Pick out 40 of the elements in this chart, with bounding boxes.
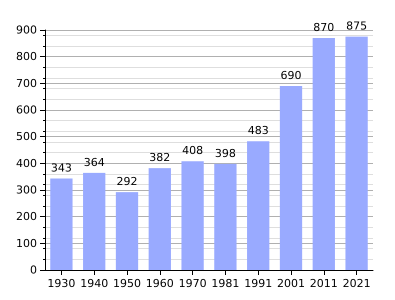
data-label: 408 — [182, 144, 204, 158]
data-label: 398 — [214, 146, 236, 160]
data-label: 382 — [149, 151, 170, 164]
data-label: 364 — [84, 156, 105, 169]
bar — [116, 192, 138, 270]
bar — [247, 141, 270, 270]
y-tick-label: 700 — [16, 76, 37, 90]
y-tick-label: 200 — [16, 210, 37, 224]
y-tick-label: 300 — [16, 184, 37, 196]
data-label: 690 — [280, 69, 302, 82]
y-tick-label: 500 — [16, 130, 37, 144]
y-tick-label: 900 — [16, 24, 37, 36]
y-tick-label: 400 — [16, 156, 37, 170]
x-tick-label: 2001 — [277, 277, 305, 290]
bar — [148, 168, 171, 270]
data-label: 875 — [346, 20, 368, 33]
bar — [312, 38, 335, 270]
data-label: 483 — [248, 124, 269, 138]
data-label: 343 — [50, 162, 72, 175]
bar — [214, 164, 237, 270]
y-tick-label: 100 — [16, 236, 37, 250]
y-tick-label: 0 — [30, 264, 37, 276]
bar — [50, 178, 73, 270]
y-tick-label: 600 — [16, 104, 37, 116]
x-tick-label: 1970 — [178, 277, 207, 290]
data-label: 870 — [313, 21, 334, 34]
x-tick-label: 1930 — [47, 277, 76, 290]
x-tick-label: 2021 — [342, 277, 371, 290]
bar — [345, 36, 368, 270]
x-tick-label: 1950 — [113, 277, 141, 290]
x-tick-label: 1960 — [146, 277, 174, 290]
bar — [181, 161, 204, 270]
x-tick-label: 1940 — [80, 277, 108, 290]
data-label: 292 — [116, 175, 138, 188]
x-tick-label: 1981 — [211, 277, 240, 290]
x-tick-label: 2011 — [310, 277, 338, 290]
x-tick-label: 1991 — [244, 277, 272, 290]
y-tick-label: 800 — [16, 50, 37, 64]
bar — [280, 86, 302, 270]
bar — [83, 172, 106, 270]
